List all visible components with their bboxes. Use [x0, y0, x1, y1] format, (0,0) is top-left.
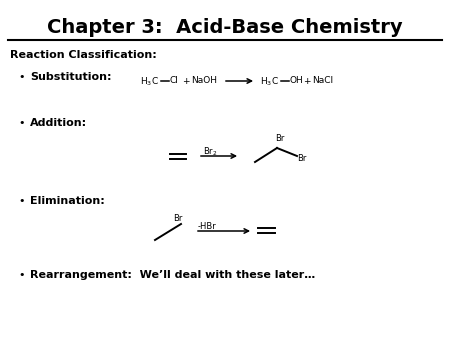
- Text: •: •: [18, 196, 24, 206]
- Text: Br: Br: [297, 154, 306, 163]
- Text: Reaction Classification:: Reaction Classification:: [10, 50, 157, 60]
- Text: Addition:: Addition:: [30, 118, 87, 128]
- Text: •: •: [18, 72, 24, 82]
- Text: $\mathregular{H_3C}$: $\mathregular{H_3C}$: [260, 76, 279, 89]
- Text: Chapter 3:  Acid-Base Chemistry: Chapter 3: Acid-Base Chemistry: [47, 18, 403, 37]
- Text: •: •: [18, 118, 24, 128]
- Text: -HBr: -HBr: [198, 222, 217, 231]
- Text: Br: Br: [275, 134, 284, 143]
- Text: Elimination:: Elimination:: [30, 196, 105, 206]
- Text: Cl: Cl: [169, 76, 178, 85]
- Text: •: •: [18, 270, 24, 280]
- Text: OH: OH: [289, 76, 303, 85]
- Text: Rearrangement:  We’ll deal with these later…: Rearrangement: We’ll deal with these lat…: [30, 270, 315, 280]
- Text: Br: Br: [173, 214, 182, 223]
- Text: +: +: [303, 77, 310, 86]
- Text: +: +: [182, 77, 189, 86]
- Text: Substitution:: Substitution:: [30, 72, 112, 82]
- Text: $\mathregular{Br_2}$: $\mathregular{Br_2}$: [203, 145, 217, 158]
- Text: $\mathregular{H_3C}$: $\mathregular{H_3C}$: [140, 76, 159, 89]
- Text: NaCl: NaCl: [312, 76, 333, 85]
- Text: NaOH: NaOH: [191, 76, 217, 85]
